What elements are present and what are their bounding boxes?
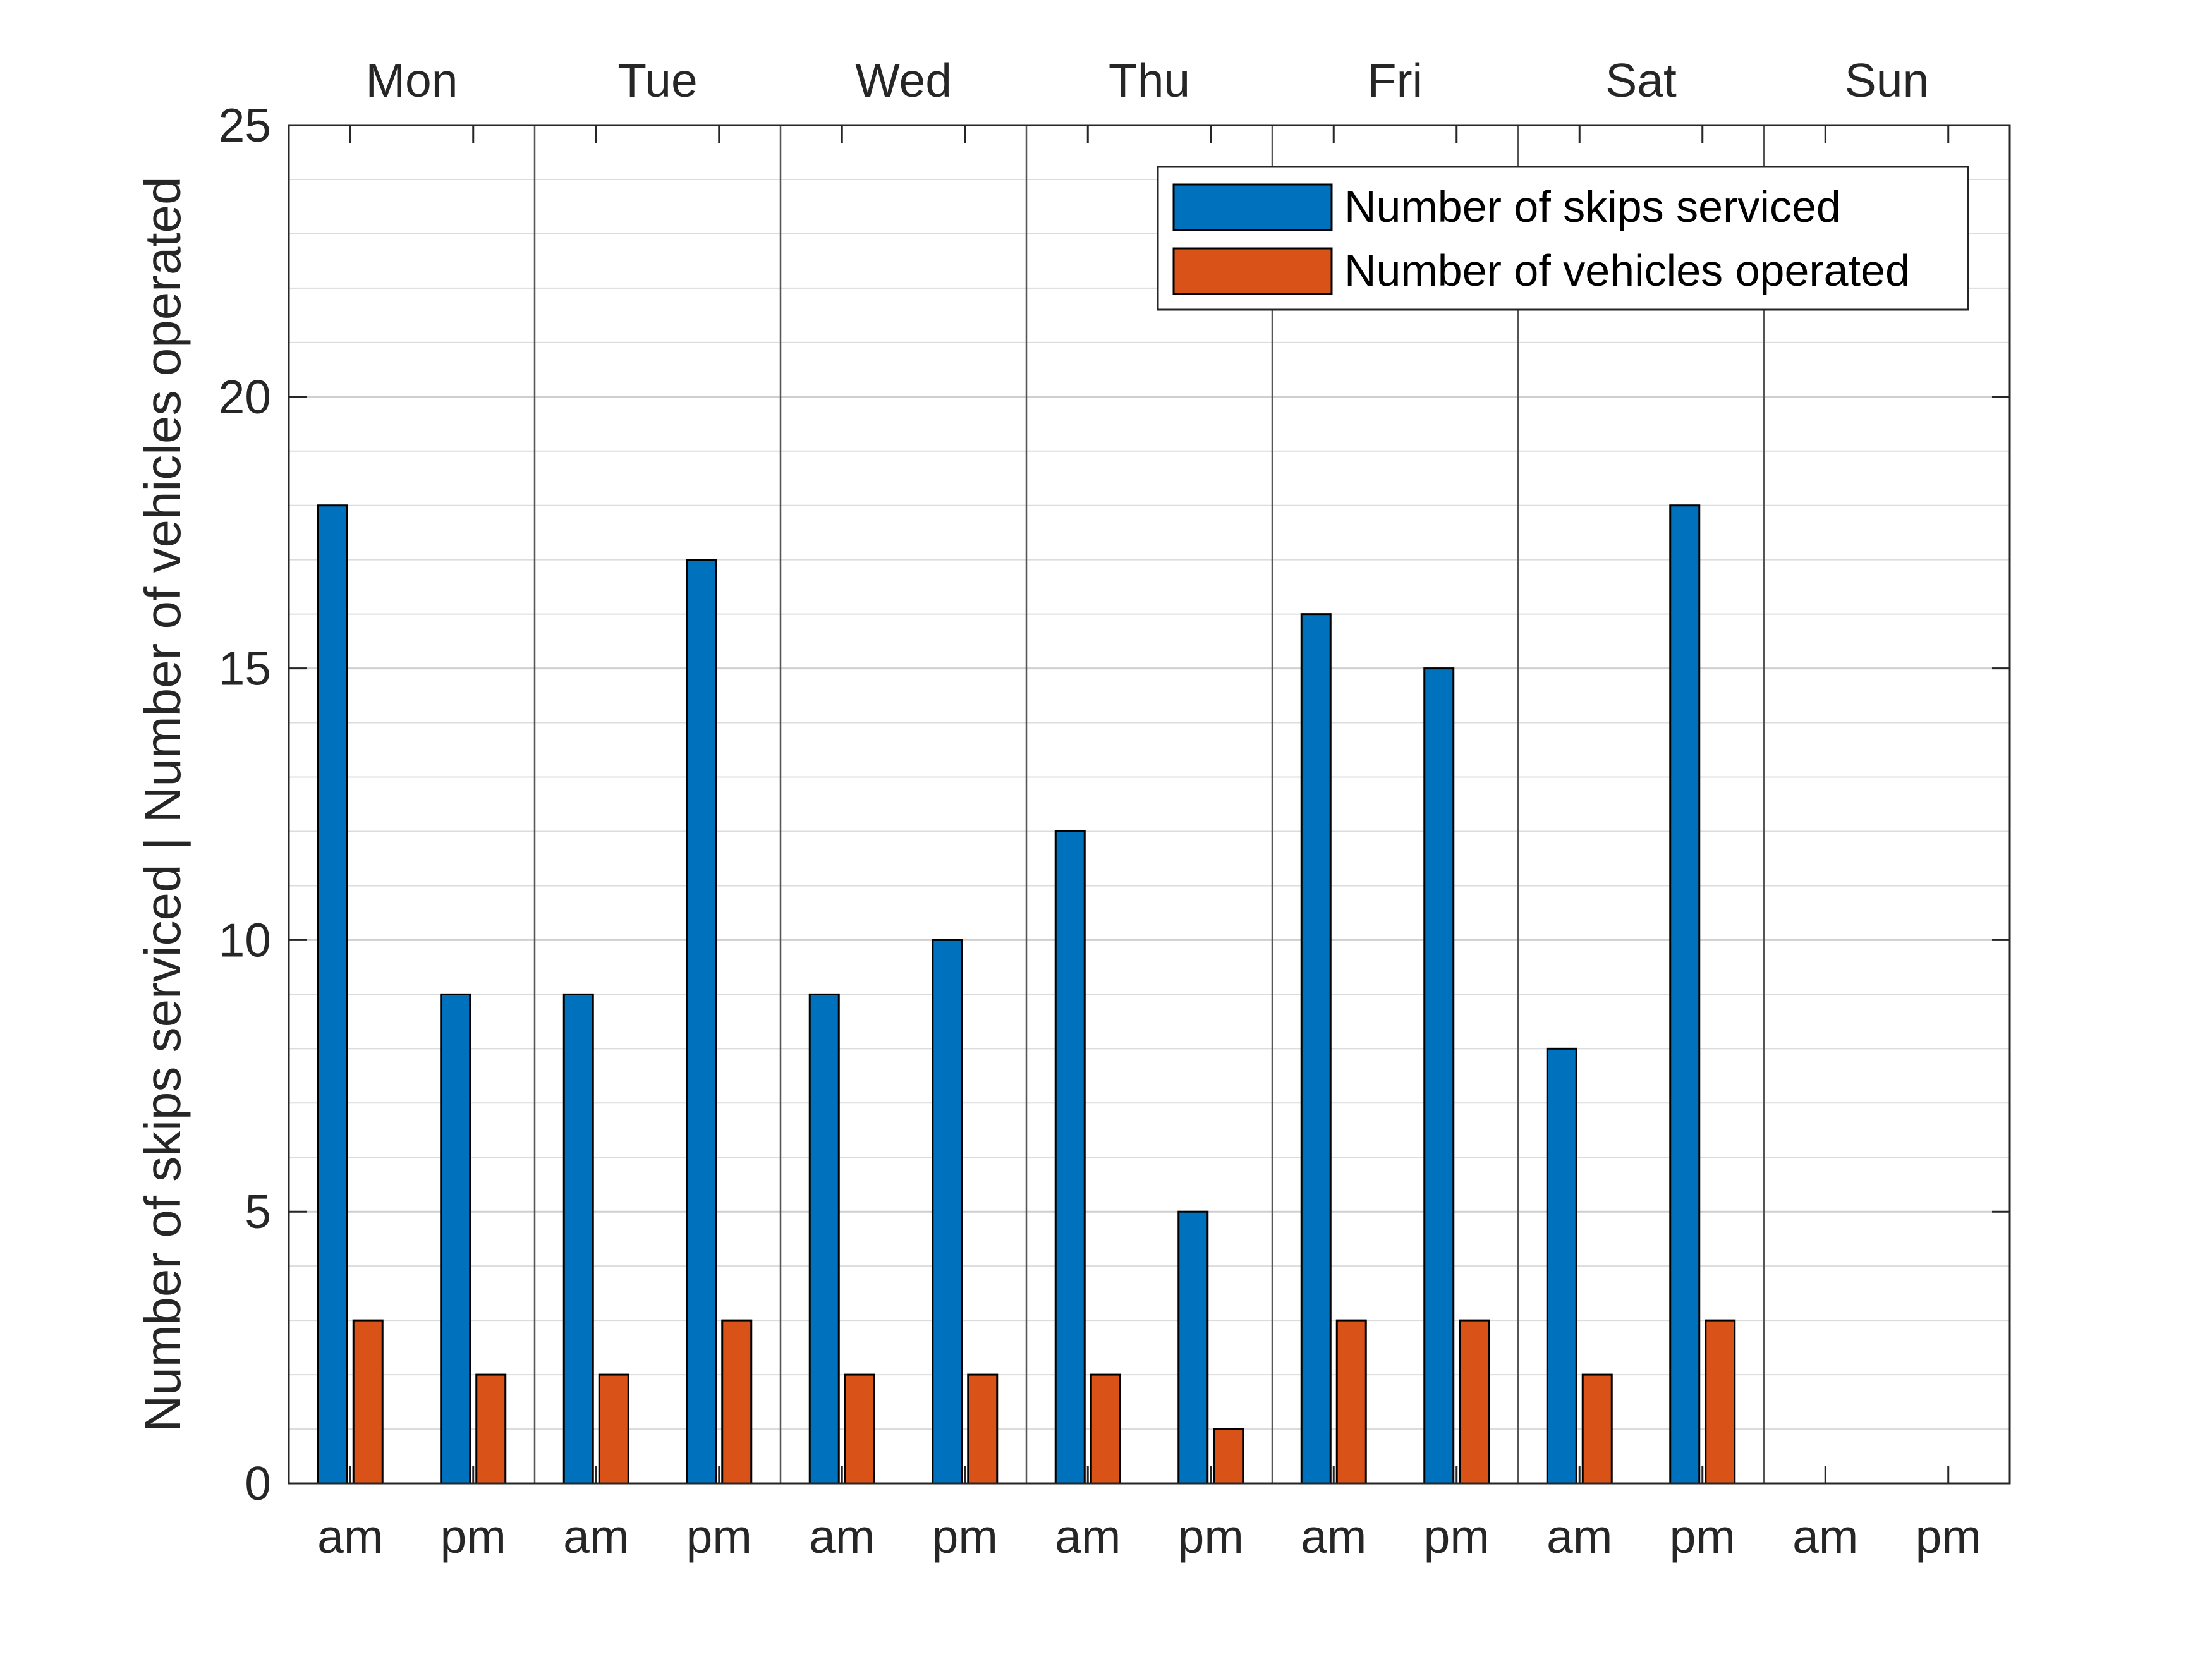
day-label: Sat xyxy=(1605,54,1677,107)
day-label: Mon xyxy=(366,54,458,107)
x-tick-label: am xyxy=(1547,1510,1612,1563)
axes-frame xyxy=(288,124,2011,1485)
bar-skips-serviced xyxy=(1669,504,1701,1485)
ticks xyxy=(289,124,2010,1485)
x-tick-label: am xyxy=(317,1510,383,1563)
bar-vehicles-operated xyxy=(1213,1428,1244,1485)
y-tick-label: 20 xyxy=(219,370,271,423)
day-labels: Mon Tue Wed Thu Fri Sat Sun xyxy=(366,54,1929,107)
plot-area xyxy=(289,125,2010,1483)
bar-vehicles-operated xyxy=(352,1319,384,1485)
y-tick-label: 0 xyxy=(245,1457,271,1510)
bar-skips-serviced xyxy=(1423,667,1455,1485)
bar-vehicles-operated xyxy=(1335,1319,1367,1485)
day-label: Tue xyxy=(617,54,697,107)
day-separators xyxy=(533,125,1765,1483)
bar-vehicles-operated xyxy=(721,1319,753,1485)
bar-skips-serviced xyxy=(1177,1210,1209,1485)
y-axis-label: Number of skips serviced | Number of veh… xyxy=(135,176,191,1431)
x-tick-label: am xyxy=(1055,1510,1121,1563)
legend-swatch-vehicles xyxy=(1172,247,1333,295)
x-tick-label: pm xyxy=(932,1510,998,1563)
legend-label-vehicles: Number of vehicles operated xyxy=(1344,246,1910,295)
legend-label-skips: Number of skips serviced xyxy=(1344,182,1841,231)
bar-skips-serviced xyxy=(1546,1047,1577,1485)
day-label: Sun xyxy=(1845,54,1929,107)
y-tick-label: 15 xyxy=(219,642,271,695)
x-tick-label: pm xyxy=(1670,1510,1735,1563)
y-tick-labels: 0 5 10 15 20 25 xyxy=(219,99,271,1510)
y-tick-label: 10 xyxy=(219,913,271,966)
bar-skips-serviced xyxy=(562,993,594,1485)
legend: Number of skips serviced Number of vehic… xyxy=(1157,166,1969,311)
x-tick-label: pm xyxy=(1916,1510,1981,1563)
day-label: Fri xyxy=(1368,54,1423,107)
x-tick-label: pm xyxy=(1178,1510,1244,1563)
bar-skips-serviced xyxy=(440,993,471,1485)
bar-vehicles-operated xyxy=(1581,1373,1613,1485)
bar-skips-serviced xyxy=(932,939,963,1485)
x-tick-label: pm xyxy=(686,1510,752,1563)
x-tick-label: pm xyxy=(441,1510,506,1563)
y-tick-label: 5 xyxy=(245,1185,271,1238)
bar-vehicles-operated xyxy=(598,1373,629,1485)
x-tick-label: am xyxy=(1301,1510,1366,1563)
x-tick-label: am xyxy=(563,1510,629,1563)
day-label: Wed xyxy=(855,54,952,107)
bars xyxy=(317,504,1736,1485)
bar-vehicles-operated xyxy=(1459,1319,1490,1485)
legend-swatch-skips xyxy=(1172,183,1333,231)
bar-skips-serviced xyxy=(808,993,840,1485)
bar-vehicles-operated xyxy=(967,1373,999,1485)
bar-skips-serviced xyxy=(1054,830,1086,1485)
x-tick-label: am xyxy=(809,1510,875,1563)
x-tick-label: am xyxy=(1792,1510,1858,1563)
bar-skips-serviced xyxy=(686,559,717,1485)
y-tick-label: 25 xyxy=(219,99,271,152)
day-label: Thu xyxy=(1109,54,1190,107)
bar-vehicles-operated xyxy=(1090,1373,1121,1485)
bar-vehicles-operated xyxy=(844,1373,875,1485)
bar-skips-serviced xyxy=(317,504,348,1485)
x-tick-labels: am pm am pm am pm am pm am pm am pm am pm xyxy=(317,1510,1981,1563)
bar-skips-serviced xyxy=(1300,613,1332,1485)
bar-vehicles-operated xyxy=(1705,1319,1736,1485)
bar-vehicles-operated xyxy=(475,1373,507,1485)
x-tick-label: pm xyxy=(1424,1510,1490,1563)
